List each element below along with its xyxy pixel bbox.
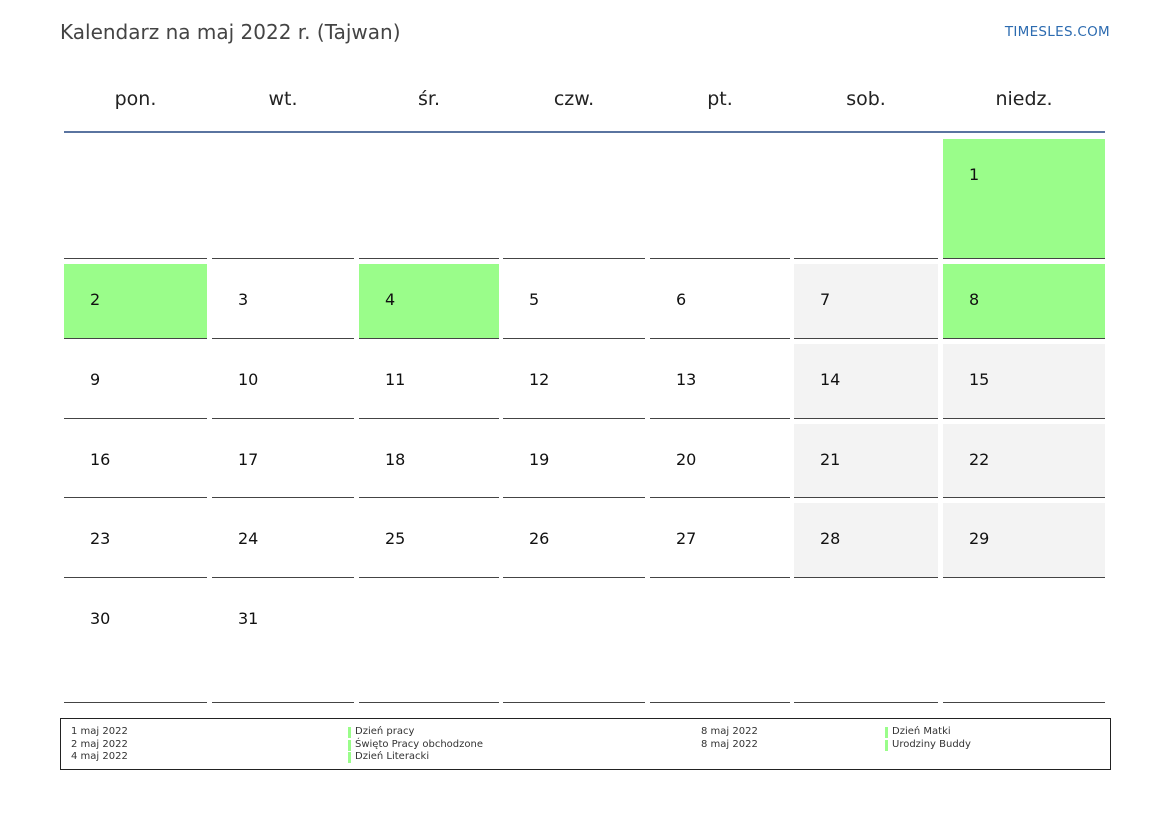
legend-names-right: Dzień Matki Urodziny Buddy — [885, 726, 971, 751]
day-cell-16[interactable]: 16 — [64, 424, 207, 498]
weekday-label: śr. — [417, 88, 440, 110]
legend-dates-right: 8 maj 2022 8 maj 2022 — [701, 726, 758, 751]
day-number: 27 — [676, 529, 697, 548]
day-number: 26 — [529, 529, 550, 548]
holiday-legend: 1 maj 2022 2 maj 2022 4 maj 2022 Dzień pra… — [60, 718, 1111, 770]
day-cell-21[interactable]: 21 — [794, 424, 938, 498]
legend-holiday-name: Dzień pracy — [348, 726, 483, 739]
day-cell-29[interactable]: 29 — [943, 503, 1105, 578]
day-number: 23 — [90, 529, 111, 548]
day-number: 12 — [529, 370, 550, 389]
day-number: 15 — [969, 370, 990, 389]
day-cell-2[interactable]: 2 — [64, 264, 207, 339]
day-number: 2 — [90, 290, 101, 309]
day-cell-24[interactable]: 24 — [212, 503, 354, 578]
day-cell-10[interactable]: 10 — [212, 344, 354, 419]
empty-day-cell — [943, 583, 1105, 703]
legend-holiday-name: Dzień Matki — [885, 726, 971, 739]
weekday-label: pt. — [707, 88, 733, 110]
day-cell-30[interactable]: 30 — [64, 583, 207, 703]
weekday-label: sob. — [846, 88, 886, 110]
day-cell-6[interactable]: 6 — [650, 264, 790, 339]
day-number: 22 — [969, 450, 990, 469]
day-cell-19[interactable]: 19 — [503, 424, 645, 498]
day-cell-7[interactable]: 7 — [794, 264, 938, 339]
day-cell-23[interactable]: 23 — [64, 503, 207, 578]
legend-date: 2 maj 2022 — [71, 738, 128, 750]
day-number: 17 — [238, 450, 259, 469]
day-cell-17[interactable]: 17 — [212, 424, 354, 498]
weekday-label: niedz. — [995, 88, 1053, 110]
day-number: 28 — [820, 529, 841, 548]
day-cell-11[interactable]: 11 — [359, 344, 499, 419]
day-number: 7 — [820, 290, 831, 309]
weekday-label: pon. — [114, 88, 157, 110]
weekday-label: wt. — [268, 88, 298, 110]
day-number: 6 — [676, 290, 687, 309]
empty-day-cell — [503, 139, 645, 259]
day-cell-14[interactable]: 14 — [794, 344, 938, 419]
day-number: 21 — [820, 450, 841, 469]
legend-names-left: Dzień pracy Święto Pracy obchodzone Dzień … — [348, 726, 483, 764]
day-number: 18 — [385, 450, 406, 469]
day-number: 31 — [238, 609, 259, 628]
empty-day-cell — [650, 583, 790, 703]
day-cell-22[interactable]: 22 — [943, 424, 1105, 498]
day-cell-3[interactable]: 3 — [212, 264, 354, 339]
empty-day-cell — [359, 139, 499, 259]
day-number: 30 — [90, 609, 111, 628]
day-cell-31[interactable]: 31 — [212, 583, 354, 703]
day-cell-27[interactable]: 27 — [650, 503, 790, 578]
day-cell-12[interactable]: 12 — [503, 344, 645, 419]
day-number: 4 — [385, 290, 396, 309]
day-cell-28[interactable]: 28 — [794, 503, 938, 578]
day-number: 13 — [676, 370, 697, 389]
day-number: 8 — [969, 290, 980, 309]
day-number: 10 — [238, 370, 259, 389]
day-cell-1[interactable]: 1 — [943, 139, 1105, 259]
day-number: 5 — [529, 290, 540, 309]
day-number: 25 — [385, 529, 406, 548]
day-cell-4[interactable]: 4 — [359, 264, 499, 339]
empty-day-cell — [650, 139, 790, 259]
day-cell-8[interactable]: 8 — [943, 264, 1105, 339]
day-number: 11 — [385, 370, 406, 389]
weekday-label: czw. — [553, 88, 595, 110]
day-number: 9 — [90, 370, 101, 389]
empty-day-cell — [503, 583, 645, 703]
day-number: 24 — [238, 529, 259, 548]
day-cell-20[interactable]: 20 — [650, 424, 790, 498]
day-cell-9[interactable]: 9 — [64, 344, 207, 419]
site-link[interactable]: TIMESLES.COM — [1004, 24, 1110, 40]
legend-date: 8 maj 2022 — [701, 726, 758, 737]
empty-day-cell — [64, 139, 207, 259]
day-number: 16 — [90, 450, 111, 469]
legend-date: 1 maj 2022 — [71, 726, 128, 737]
day-number: 1 — [969, 165, 980, 184]
empty-day-cell — [212, 139, 354, 259]
legend-holiday-name: Święto Pracy obchodzone — [348, 739, 483, 752]
legend-holiday-name: Dzień Literacki — [348, 751, 483, 764]
day-number: 19 — [529, 450, 550, 469]
day-number: 29 — [969, 529, 990, 548]
day-number: 3 — [238, 290, 249, 309]
day-cell-5[interactable]: 5 — [503, 264, 645, 339]
page-title: Kalendarz na maj 2022 r. (Tajwan) — [60, 20, 401, 44]
day-number: 14 — [820, 370, 841, 389]
day-cell-15[interactable]: 15 — [943, 344, 1105, 419]
empty-day-cell — [794, 139, 938, 259]
day-cell-26[interactable]: 26 — [503, 503, 645, 578]
day-cell-18[interactable]: 18 — [359, 424, 499, 498]
day-cell-13[interactable]: 13 — [650, 344, 790, 419]
empty-day-cell — [794, 583, 938, 703]
day-cell-25[interactable]: 25 — [359, 503, 499, 578]
legend-date: 8 maj 2022 — [701, 738, 758, 750]
day-number: 20 — [676, 450, 697, 469]
header-divider — [64, 131, 1105, 133]
legend-dates-left: 1 maj 2022 2 maj 2022 4 maj 2022 — [71, 726, 128, 764]
empty-day-cell — [359, 583, 499, 703]
legend-date: 4 maj 2022 — [71, 751, 128, 762]
legend-holiday-name: Urodziny Buddy — [885, 739, 971, 752]
